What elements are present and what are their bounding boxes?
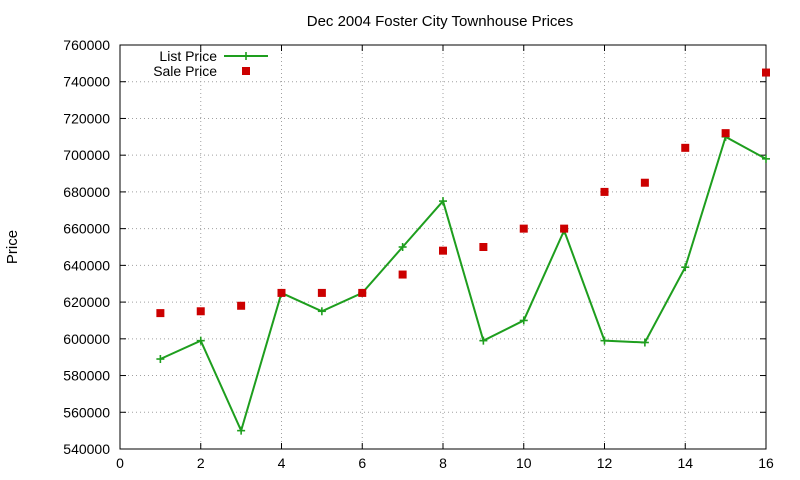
list-price-point (196, 336, 205, 345)
sale-price-point (479, 243, 488, 251)
y-tick-label: 540000 (63, 441, 110, 457)
axes: 0 2 4 6 8 10 12 14 16 540000 560000 580000 600000 620… (63, 37, 774, 471)
sale-price-point (398, 270, 407, 279)
sale-price-point (156, 309, 165, 318)
list-price-point (762, 154, 770, 163)
sale-price-point (519, 224, 528, 233)
y-tick-label: 560000 (63, 404, 110, 420)
list-price-point (519, 316, 528, 325)
series-list-price (156, 132, 770, 435)
y-tick-label: 620000 (63, 294, 110, 310)
list-price-point (600, 336, 609, 345)
y-tick-label: 700000 (63, 147, 110, 163)
list-price-line (159, 135, 767, 434)
x-tick-label: 6 (358, 455, 366, 471)
sale-price-point (721, 129, 730, 138)
sale-price-point (640, 178, 649, 187)
list-price-point (439, 197, 447, 206)
x-tick-label: 2 (197, 455, 205, 471)
x-tick-label: 12 (597, 455, 613, 471)
y-axis-label: Price (4, 230, 21, 264)
list-price-point (237, 426, 246, 435)
y-tick-label: 720000 (63, 110, 110, 126)
x-tick-label: 0 (116, 455, 124, 471)
sale-price-point (277, 288, 286, 297)
sale-price-point (358, 288, 367, 297)
sale-price-point (317, 288, 326, 297)
sale-price-point (439, 246, 447, 255)
y-tick-label: 600000 (63, 331, 110, 347)
list-price-point (156, 355, 165, 364)
legend-marker (242, 52, 250, 60)
y-tick-label: 640000 (63, 257, 110, 273)
y-tick-label: 580000 (63, 368, 110, 384)
y-tick-label: 760000 (63, 37, 110, 53)
sale-price-point (196, 307, 205, 316)
x-tick-label: 4 (278, 455, 286, 471)
list-price-point (640, 338, 649, 347)
x-tick-label: 8 (439, 455, 447, 471)
sale-price-point (762, 68, 770, 77)
sale-price-point (560, 224, 569, 233)
grid-lines (120, 45, 766, 449)
list-price-point (398, 243, 407, 251)
x-tick-label: 14 (677, 455, 693, 471)
x-tick-label: 16 (758, 455, 774, 471)
list-price-point (479, 336, 488, 345)
sale-price-point (237, 301, 246, 310)
data-series (156, 68, 770, 435)
list-price-point (317, 307, 326, 316)
sale-price-point (600, 187, 609, 196)
legend-label: List Price (159, 48, 217, 64)
list-price-point (681, 263, 690, 272)
x-tick-label: 10 (516, 455, 532, 471)
sale-price-point (681, 143, 690, 152)
legend-label: Sale Price (153, 63, 217, 79)
chart-title: Dec 2004 Foster City Townhouse Prices (307, 13, 574, 30)
series-sale-price (156, 68, 770, 318)
legend-marker (242, 67, 250, 75)
y-tick-label: 660000 (63, 221, 110, 237)
y-tick-label: 680000 (63, 184, 110, 200)
y-tick-label: 740000 (63, 74, 110, 90)
